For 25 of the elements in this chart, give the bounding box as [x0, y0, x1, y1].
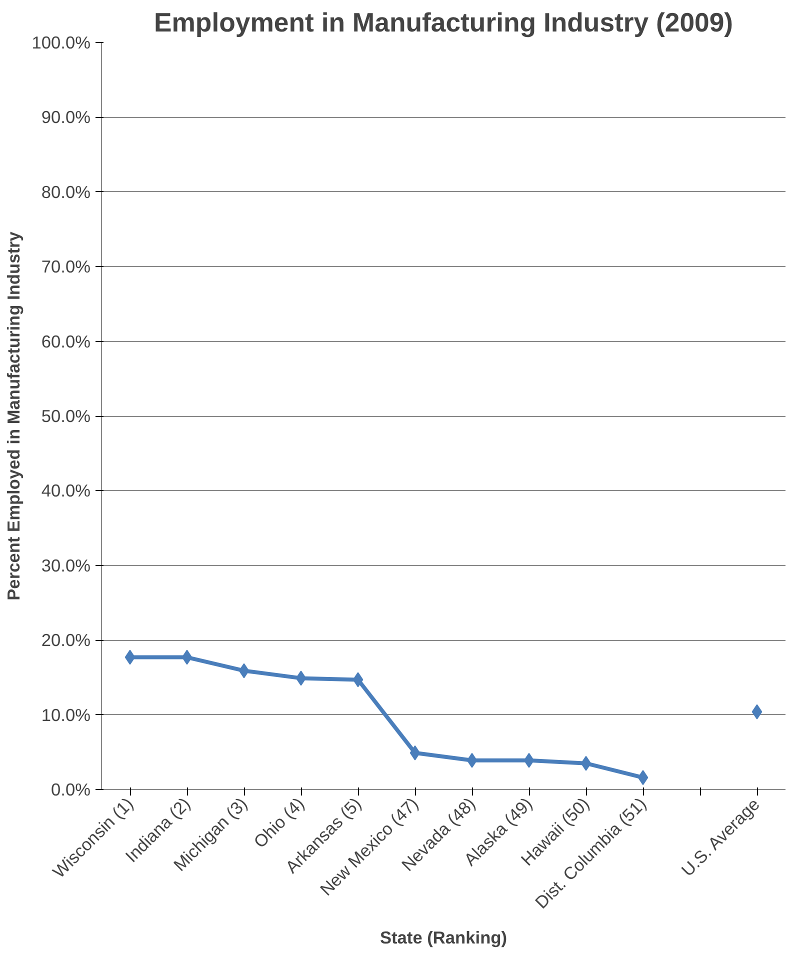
x-axis-title: State (Ranking) [380, 928, 508, 948]
point [124, 650, 136, 665]
y-tick-label: 60.0% [41, 331, 91, 352]
point [524, 752, 534, 768]
y-axis-title: Percent Employed in Manufacturing Industry [4, 231, 24, 600]
y-tick-label: 0.0% [51, 780, 91, 800]
point [352, 672, 364, 688]
point [296, 670, 306, 686]
y-tick-label: 50.0% [41, 406, 91, 426]
y-tick-label: 70.0% [41, 256, 91, 277]
point [182, 650, 192, 665]
point [752, 704, 762, 720]
point [238, 663, 250, 678]
point [466, 752, 478, 768]
y-tick-label: 90.0% [41, 107, 91, 128]
point [638, 770, 648, 786]
point [580, 756, 592, 771]
y-tick-label: 100.0% [32, 32, 91, 52]
y-tick-label: 30.0% [41, 555, 91, 576]
y-tick-label: 40.0% [41, 480, 91, 501]
y-tick-label: 80.0% [41, 182, 91, 202]
y-tick-label: 10.0% [41, 704, 91, 725]
chart-title: Employment in Manufacturing Industry (2009) [154, 8, 734, 38]
point [410, 745, 420, 760]
y-tick-label: 20.0% [41, 630, 91, 650]
